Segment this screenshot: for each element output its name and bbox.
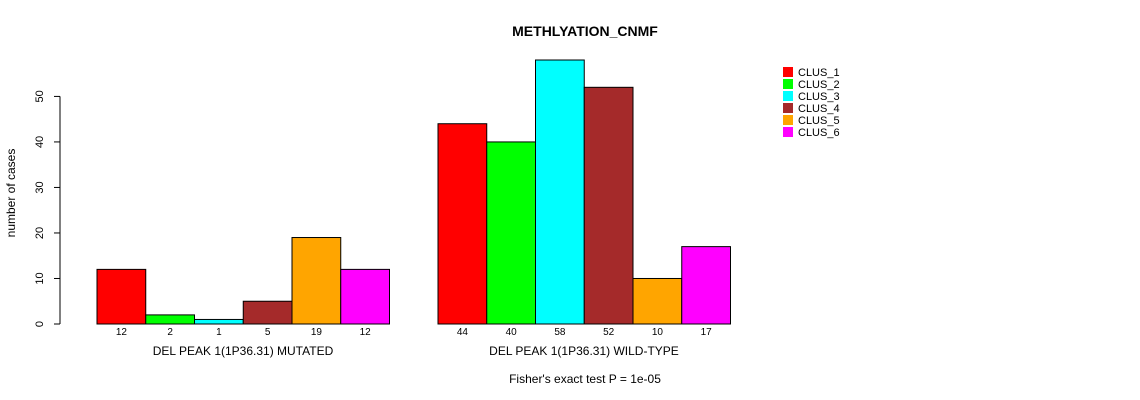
bar-clus-5-group-2 <box>632 277 683 325</box>
legend-swatch <box>783 115 793 125</box>
y-tick-label: 0 <box>34 321 46 327</box>
legend-swatch <box>783 103 793 113</box>
legend-swatch <box>783 127 793 137</box>
chart-title: METHLYATION_CNMF <box>512 23 658 39</box>
bar-count-label: 2 <box>167 327 173 338</box>
bar-clus-6-group-1 <box>340 268 390 325</box>
legend-swatch <box>783 67 793 77</box>
bar-count-label: 10 <box>652 327 664 338</box>
y-tick-label: 10 <box>34 272 46 284</box>
legend-label: CLUS_5 <box>798 115 840 127</box>
y-tick-label: 40 <box>34 136 46 148</box>
bar-clus-2-group-1 <box>145 314 195 325</box>
bar-clus-5-group-1 <box>291 237 342 325</box>
bar-count-label: 44 <box>457 327 469 338</box>
group-label-mutated: DEL PEAK 1(1P36.31) MUTATED <box>153 344 334 358</box>
bars: 12 2 1 5 19 12 44 40 58 52 10 17 <box>96 59 731 338</box>
legend-label: CLUS_4 <box>798 103 840 115</box>
legend-swatch <box>783 91 793 101</box>
bar-clus-3-group-2 <box>535 59 585 325</box>
legend-label: CLUS_2 <box>798 79 840 91</box>
bar-count-label: 19 <box>311 327 323 338</box>
bar-count-label: 1 <box>216 327 222 338</box>
legend-swatch <box>783 79 793 89</box>
y-tick-label: 30 <box>34 181 46 193</box>
bar-clus-3-group-1 <box>194 318 244 325</box>
bar-count-label: 17 <box>701 327 713 338</box>
bar-clus-4-group-2 <box>583 86 634 325</box>
y-axis: 0 10 20 30 40 50 <box>34 90 61 327</box>
bar-count-label: 12 <box>116 327 128 338</box>
legend-label: CLUS_3 <box>798 91 840 103</box>
group-label-wild-type: DEL PEAK 1(1P36.31) WILD-TYPE <box>489 344 679 358</box>
bar-count-label: 12 <box>360 327 372 338</box>
y-tick-label: 50 <box>34 90 46 102</box>
bar-clus-2-group-2 <box>486 141 536 325</box>
y-tick-label: 20 <box>34 227 46 239</box>
bar-count-label: 58 <box>554 327 566 338</box>
bar-count-label: 40 <box>506 327 518 338</box>
bar-clus-1-group-1 <box>96 268 147 325</box>
bar-count-label: 5 <box>265 327 271 338</box>
legend-label: CLUS_1 <box>798 67 840 79</box>
group-labels: DEL PEAK 1(1P36.31) MUTATED DEL PEAK 1(1… <box>153 344 679 358</box>
legend-label: CLUS_6 <box>798 127 840 139</box>
y-axis-label: number of cases <box>4 149 18 238</box>
bar-clus-6-group-2 <box>681 246 731 325</box>
bar-clus-4-group-1 <box>242 300 293 325</box>
bar-count-label: 52 <box>603 327 615 338</box>
fisher-test-footer: Fisher's exact test P = 1e-05 <box>509 372 661 386</box>
bar-clus-1-group-2 <box>437 123 488 325</box>
